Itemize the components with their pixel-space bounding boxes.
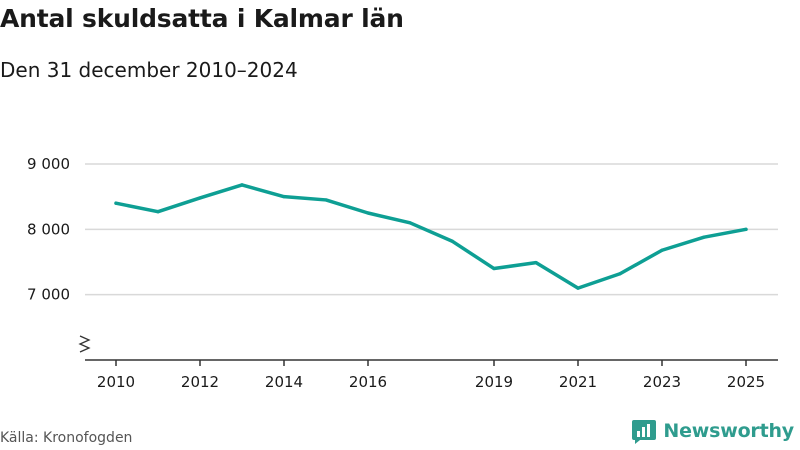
data-point-2025: [744, 227, 748, 231]
x-tick-label: 2023: [643, 373, 681, 391]
data-point-2010: [114, 201, 118, 205]
y-axis-tick-labels: 7 000 8 000 9 000: [27, 155, 70, 304]
data-point-2017: [408, 221, 412, 225]
chart-title: Antal skuldsatta i Kalmar län: [0, 4, 404, 33]
x-tick-label: 2025: [727, 373, 765, 391]
brand-logo: Newsworthy: [631, 418, 794, 444]
data-point-2020: [534, 261, 538, 265]
data-point-2023: [660, 248, 664, 252]
data-point-2019: [492, 266, 496, 271]
chart-subtitle: Den 31 december 2010–2024: [0, 58, 298, 82]
x-tick-label: 2016: [349, 373, 387, 391]
grid-lines: [85, 163, 778, 296]
series-line-0: [114, 183, 748, 290]
x-tick-label: 2021: [559, 373, 597, 391]
data-point-2024: [702, 235, 706, 239]
y-tick-label: 9 000: [27, 155, 70, 173]
x-tick-label: 2012: [181, 373, 219, 391]
data-point-2014: [282, 195, 286, 199]
y-axis-break-icon: [78, 335, 91, 353]
brand-name: Newsworthy: [663, 420, 794, 442]
y-tick-label: 7 000: [27, 286, 70, 304]
data-point-2012: [198, 196, 202, 200]
x-axis-tick-labels: 2010 2012 2014 2016 2019 2021 2023 2025: [97, 360, 765, 391]
data-point-2021: [576, 286, 580, 290]
y-tick-label: 8 000: [27, 220, 70, 238]
source-note: Källa: Kronofogden: [0, 430, 133, 446]
x-axis: [78, 335, 778, 361]
series-layer: [114, 183, 748, 290]
x-tick-label: 2014: [265, 373, 303, 391]
data-point-2015: [324, 198, 328, 202]
x-tick-label: 2019: [475, 373, 513, 391]
data-point-2018: [450, 239, 454, 243]
data-point-2022: [618, 272, 622, 276]
newsworthy-bar-chart-icon: [632, 420, 657, 444]
x-tick-label: 2010: [97, 373, 135, 391]
data-point-2011: [156, 210, 160, 214]
data-point-2016: [366, 211, 370, 215]
data-point-2013: [240, 183, 244, 187]
